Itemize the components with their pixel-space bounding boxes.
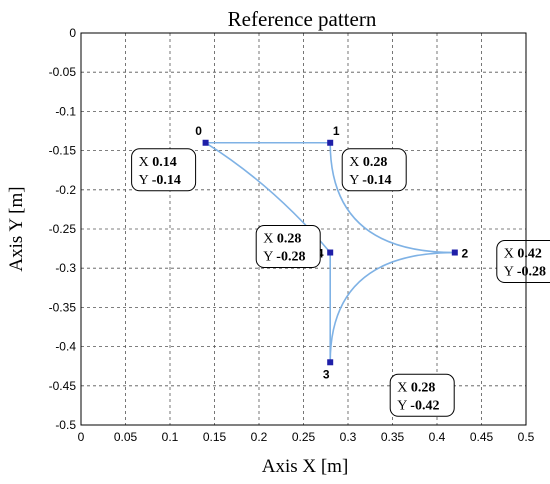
segment-2-3 [329, 251, 455, 363]
x-tick-label: 0 [78, 430, 85, 444]
y-tick-label: -0.1 [55, 104, 76, 118]
waypoint-marker-2 [451, 249, 458, 256]
y-tick-label: -0.5 [55, 418, 76, 432]
segment-1-2 [329, 142, 455, 254]
datatip-y: Y -0.28 [263, 250, 305, 265]
datatip-0: X 0.14 Y -0.14 [131, 148, 197, 192]
datatips: X 0.14Y -0.14X 0.28Y -0.14X 0.42Y -0.28X… [131, 148, 550, 417]
datatip-3: X 0.28 Y -0.42 [389, 373, 455, 417]
datatip-2: X 0.42 Y -0.28 [496, 240, 550, 284]
x-tick-label: 0.35 [381, 430, 405, 444]
datatip-x: X 0.28 [397, 380, 435, 395]
y-tick-label: -0.05 [49, 65, 77, 79]
y-tick-label: -0.35 [49, 300, 77, 314]
waypoint-label-3: 3 [323, 367, 330, 381]
y-tick-label: 0 [69, 26, 76, 40]
datatip-x: X 0.14 [139, 155, 177, 170]
datatip-y: Y -0.42 [397, 398, 439, 413]
datatip-x: X 0.28 [349, 155, 387, 170]
y-tick-label: -0.4 [55, 340, 76, 354]
datatip-box [496, 240, 550, 284]
x-tick-label: 0.05 [114, 430, 138, 444]
datatip-y: Y -0.14 [139, 173, 181, 188]
y-tick-label: -0.2 [55, 183, 76, 197]
datatip-box [255, 225, 321, 269]
waypoint-marker-3 [327, 359, 334, 366]
datatip-1: X 0.28 Y -0.14 [341, 148, 407, 192]
waypoint-marker-1 [327, 139, 334, 146]
chart-title: Reference pattern [228, 7, 377, 31]
datatip-x: X 0.28 [263, 232, 301, 247]
y-tick-label: -0.15 [49, 144, 77, 158]
datatip-4: X 0.28 Y -0.28 [255, 225, 321, 269]
datatip-y: Y -0.28 [504, 265, 546, 280]
datatip-box [389, 373, 455, 417]
x-tick-label: 0.4 [429, 430, 446, 444]
x-tick-label: 0.2 [251, 430, 268, 444]
x-axis-label: Axis X [m] [262, 456, 349, 477]
x-tick-label: 0.15 [203, 430, 227, 444]
x-tick-label: 0.5 [518, 430, 535, 444]
x-tick-label: 0.3 [340, 430, 357, 444]
y-axis-label: Axis Y [m] [6, 186, 27, 271]
y-tick-label: -0.25 [49, 222, 77, 236]
datatip-box [341, 148, 407, 192]
x-tick-label: 0.45 [470, 430, 494, 444]
waypoint-label-2: 2 [461, 247, 468, 261]
y-tick-label: -0.45 [49, 379, 77, 393]
x-tick-labels: 0 0.05 0.1 0.15 0.2 0.25 0.3 0.35 0.4 0.45 0.5 [78, 430, 535, 444]
y-tick-labels: 0 -0.05 -0.1 -0.15 -0.2 -0.25 -0.3 -0.35 -0.4 -0.… [49, 26, 77, 432]
y-tick-label: -0.3 [55, 261, 76, 275]
datatip-x: X 0.42 [504, 247, 542, 262]
x-tick-label: 0.25 [292, 430, 316, 444]
waypoint-label-0: 0 [195, 124, 202, 138]
waypoint-marker-4 [327, 249, 334, 256]
plot-frame [80, 32, 527, 426]
waypoint-marker-0 [202, 139, 209, 146]
x-tick-label: 0.1 [162, 430, 179, 444]
waypoint-label-1: 1 [333, 124, 340, 138]
datatip-y: Y -0.14 [349, 173, 391, 188]
datatip-box [131, 148, 197, 192]
